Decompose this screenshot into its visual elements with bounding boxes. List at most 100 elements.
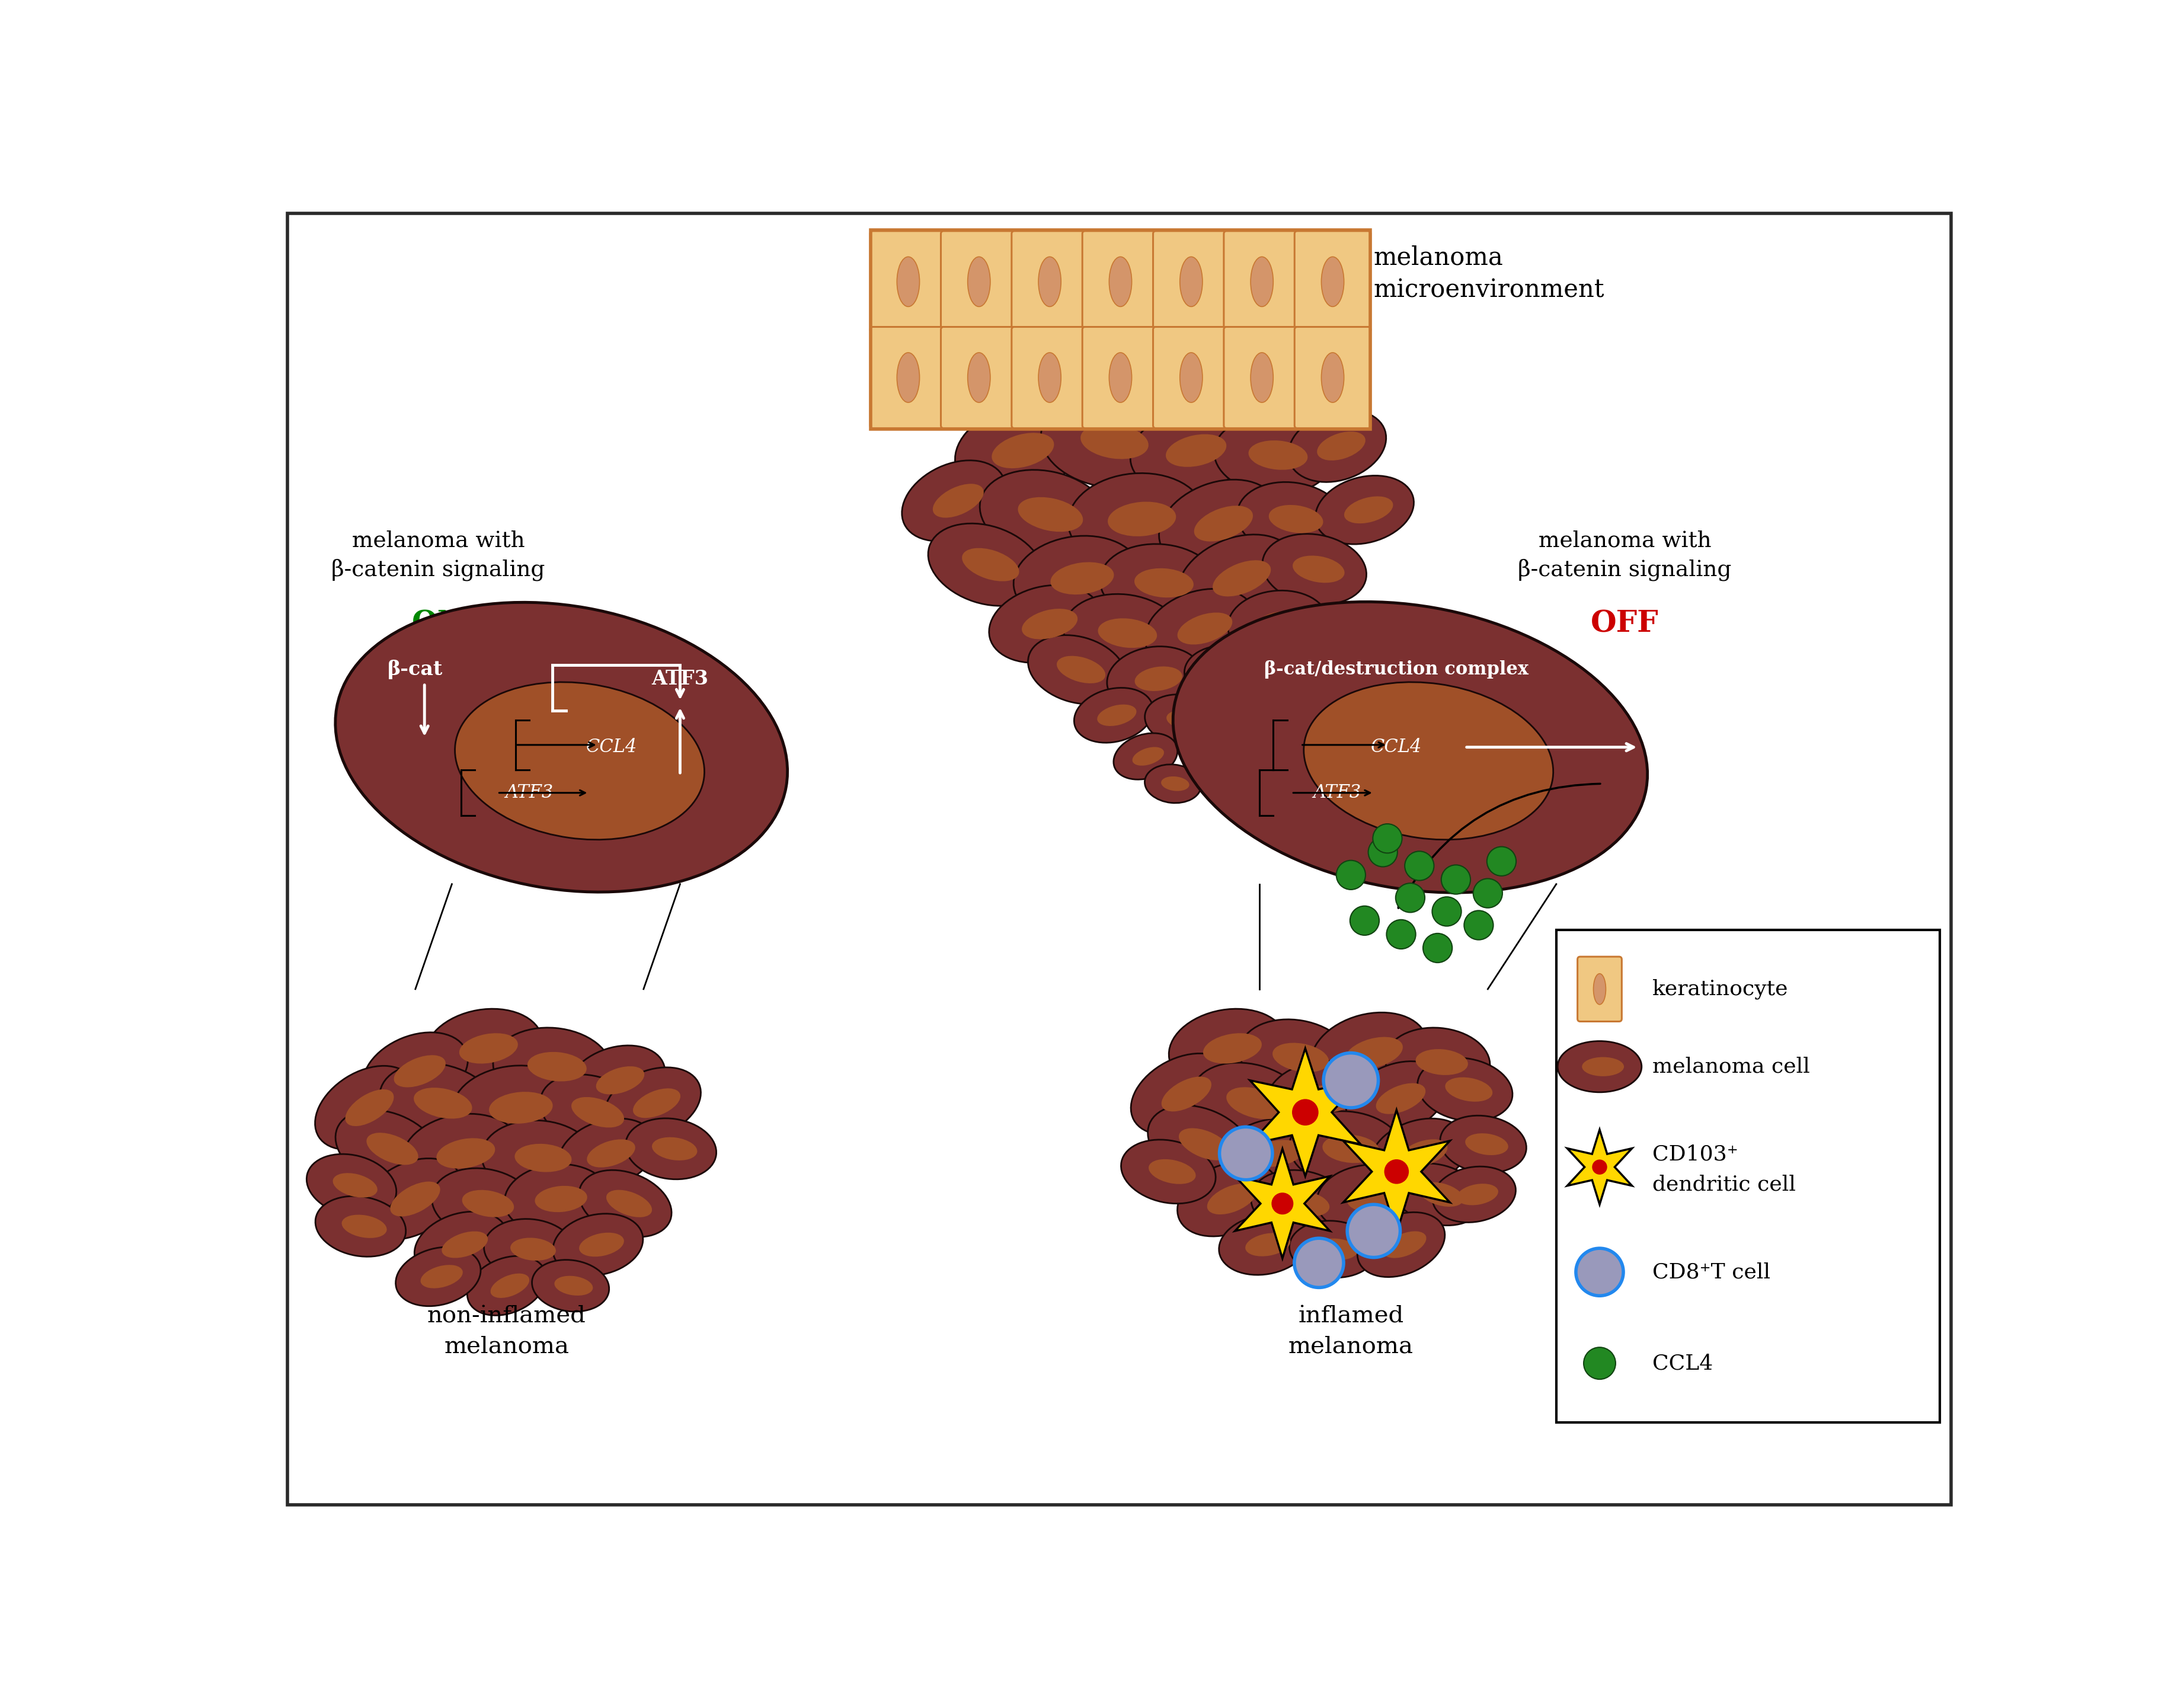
- Ellipse shape: [605, 1067, 701, 1140]
- Circle shape: [1592, 1160, 1607, 1175]
- Ellipse shape: [572, 1097, 625, 1128]
- Ellipse shape: [1293, 556, 1345, 583]
- Ellipse shape: [1133, 568, 1195, 597]
- Circle shape: [1396, 883, 1424, 912]
- Ellipse shape: [1136, 667, 1182, 691]
- Ellipse shape: [1177, 534, 1295, 623]
- Circle shape: [1433, 896, 1461, 925]
- Ellipse shape: [341, 1215, 387, 1238]
- Ellipse shape: [1075, 687, 1153, 743]
- Ellipse shape: [1214, 417, 1332, 493]
- FancyBboxPatch shape: [1223, 327, 1299, 429]
- Ellipse shape: [1245, 1233, 1291, 1257]
- Ellipse shape: [422, 1266, 463, 1288]
- FancyBboxPatch shape: [869, 231, 946, 332]
- Ellipse shape: [1160, 480, 1278, 568]
- Ellipse shape: [489, 1092, 553, 1124]
- Ellipse shape: [1101, 544, 1219, 623]
- Ellipse shape: [1251, 257, 1273, 306]
- FancyBboxPatch shape: [1153, 327, 1230, 429]
- Ellipse shape: [1304, 682, 1553, 840]
- Text: ATF3: ATF3: [651, 668, 708, 689]
- Text: CD8⁺T cell: CD8⁺T cell: [1651, 1262, 1769, 1283]
- Ellipse shape: [928, 524, 1044, 606]
- Text: inflamed
melanoma: inflamed melanoma: [1289, 1305, 1413, 1357]
- Ellipse shape: [1415, 1050, 1468, 1075]
- Ellipse shape: [1177, 1162, 1278, 1237]
- Ellipse shape: [336, 602, 788, 891]
- Ellipse shape: [1107, 502, 1175, 536]
- Ellipse shape: [1465, 1133, 1509, 1155]
- Ellipse shape: [1324, 1135, 1380, 1163]
- Ellipse shape: [898, 257, 919, 306]
- FancyBboxPatch shape: [1577, 956, 1623, 1022]
- Polygon shape: [1568, 1129, 1631, 1204]
- Ellipse shape: [1317, 1165, 1422, 1233]
- Ellipse shape: [332, 1174, 378, 1198]
- FancyBboxPatch shape: [1223, 231, 1299, 332]
- Text: keratinocyte: keratinocyte: [1651, 978, 1789, 998]
- Ellipse shape: [954, 405, 1081, 495]
- Text: dendritic cell: dendritic cell: [1651, 1174, 1795, 1194]
- Ellipse shape: [1376, 1084, 1426, 1114]
- Circle shape: [1219, 1126, 1273, 1180]
- Text: non-inflamed
melanoma: non-inflamed melanoma: [428, 1305, 585, 1357]
- Circle shape: [1387, 920, 1415, 949]
- Ellipse shape: [1149, 1106, 1254, 1184]
- Ellipse shape: [1131, 1053, 1234, 1135]
- Ellipse shape: [1081, 424, 1149, 459]
- Ellipse shape: [1144, 694, 1219, 745]
- Ellipse shape: [579, 1233, 625, 1257]
- Ellipse shape: [1179, 1128, 1230, 1160]
- FancyBboxPatch shape: [941, 231, 1018, 332]
- Ellipse shape: [535, 1186, 587, 1213]
- Ellipse shape: [413, 1087, 472, 1119]
- Circle shape: [1295, 1238, 1343, 1288]
- Ellipse shape: [1594, 973, 1605, 1005]
- Ellipse shape: [314, 1196, 406, 1257]
- Ellipse shape: [494, 1027, 612, 1106]
- Ellipse shape: [1557, 1041, 1642, 1092]
- Ellipse shape: [625, 1118, 716, 1179]
- Ellipse shape: [1051, 561, 1114, 595]
- Text: ATF3: ATF3: [505, 784, 553, 801]
- Circle shape: [1350, 907, 1380, 936]
- Circle shape: [1463, 910, 1494, 939]
- Ellipse shape: [491, 1274, 529, 1298]
- Ellipse shape: [1107, 646, 1203, 711]
- Ellipse shape: [1310, 1012, 1428, 1094]
- Ellipse shape: [1315, 476, 1413, 544]
- Ellipse shape: [1131, 408, 1251, 493]
- Ellipse shape: [568, 1046, 664, 1116]
- Ellipse shape: [380, 1063, 496, 1143]
- Ellipse shape: [1393, 1163, 1483, 1225]
- Ellipse shape: [1184, 645, 1271, 703]
- Ellipse shape: [1289, 410, 1387, 481]
- Text: OFF: OFF: [1590, 609, 1658, 638]
- Ellipse shape: [1192, 1063, 1308, 1143]
- Ellipse shape: [1029, 634, 1127, 704]
- Text: melanoma cell: melanoma cell: [1651, 1056, 1811, 1077]
- Ellipse shape: [415, 1211, 507, 1277]
- Ellipse shape: [1162, 776, 1190, 791]
- Ellipse shape: [1315, 1238, 1358, 1260]
- Ellipse shape: [1166, 434, 1227, 468]
- Ellipse shape: [1037, 352, 1061, 403]
- Text: melanoma with
β-catenin signaling: melanoma with β-catenin signaling: [332, 531, 546, 580]
- Ellipse shape: [1256, 611, 1306, 636]
- Ellipse shape: [426, 1009, 542, 1089]
- Ellipse shape: [1321, 352, 1343, 403]
- Ellipse shape: [454, 682, 705, 840]
- Text: CD103⁺: CD103⁺: [1651, 1145, 1738, 1165]
- Ellipse shape: [314, 1067, 415, 1150]
- Circle shape: [1441, 864, 1470, 895]
- Ellipse shape: [559, 1119, 655, 1189]
- Bar: [1557, 930, 1939, 1422]
- Ellipse shape: [1179, 257, 1203, 306]
- Ellipse shape: [441, 1232, 487, 1259]
- Circle shape: [1385, 1160, 1409, 1184]
- Ellipse shape: [1581, 1056, 1625, 1077]
- Text: β-cat/destruction complex: β-cat/destruction complex: [1265, 660, 1529, 679]
- Polygon shape: [1343, 1111, 1450, 1233]
- Ellipse shape: [1269, 505, 1324, 532]
